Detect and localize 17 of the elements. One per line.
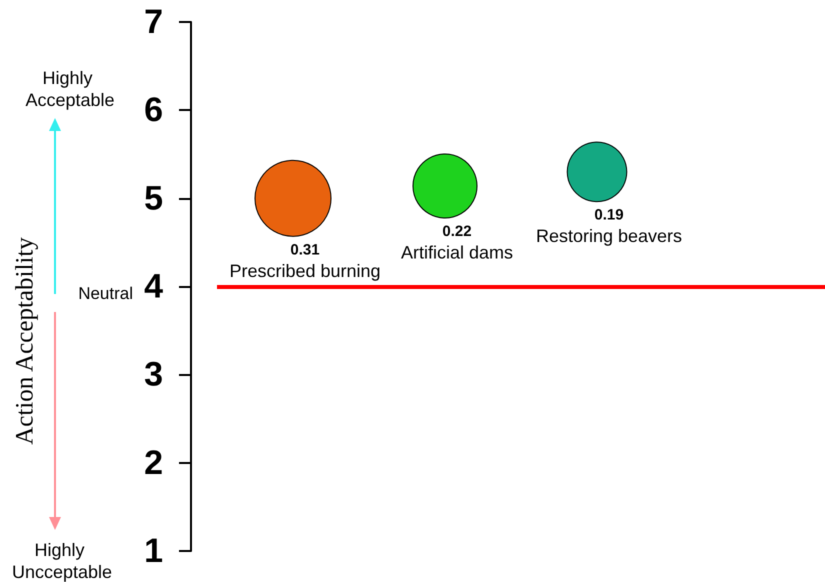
- series-label: Restoring beavers: [536, 226, 682, 246]
- data-label: 0.31: [290, 241, 320, 258]
- y-tick-label: 7: [144, 3, 163, 41]
- series-label: Prescribed burning: [229, 260, 381, 281]
- y-tick-label: 6: [144, 91, 163, 130]
- y-tick-label: 5: [144, 179, 163, 218]
- text: Neutral: [78, 284, 133, 303]
- text: Highly Acceptable: [25, 68, 115, 110]
- text: Highly Uncceptable: [12, 540, 112, 582]
- y-tick-label: 2: [144, 444, 163, 482]
- series-label: Artificial dams: [400, 242, 514, 262]
- y-tick-label: 3: [144, 356, 163, 394]
- y-tick-label: 4: [144, 268, 164, 306]
- y-axis-title: Action Acceptability: [12, 236, 38, 445]
- y-tick-label: 1: [144, 532, 163, 570]
- data-label: 0.22: [442, 223, 472, 240]
- data-label: 0.19: [594, 206, 624, 224]
